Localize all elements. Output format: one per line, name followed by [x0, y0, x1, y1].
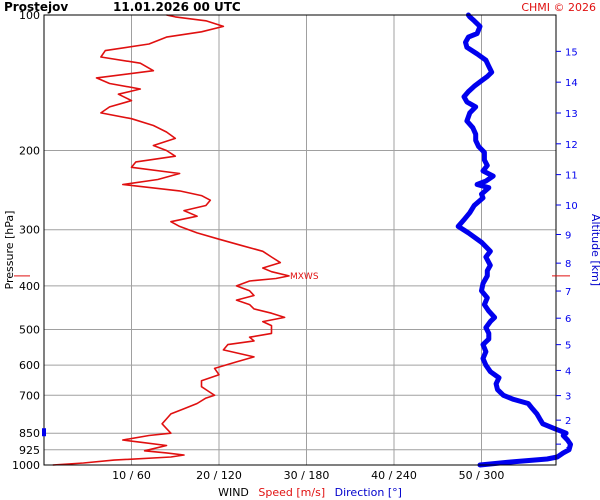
wind-tick-label: 10 / 60: [112, 469, 151, 482]
pressure-tick-label: 850: [19, 427, 40, 440]
altitude-tick-label: 3: [565, 392, 571, 403]
altitude-tick-label: 14: [565, 78, 578, 89]
altitude-tick-label: 2: [565, 416, 571, 427]
wind-tick-label: 30 / 180: [284, 469, 330, 482]
x-axis-title-speed: Speed [m/s]: [258, 486, 325, 499]
pressure-tick-label: 400: [19, 280, 40, 293]
altitude-tick-label: 15: [565, 47, 578, 58]
x-axis-title-direction: Direction [°]: [335, 486, 402, 499]
x-axis-title: WIND Speed [m/s] Direction [°]: [218, 486, 402, 499]
altitude-tick-label: 9: [565, 230, 571, 241]
altitude-tick-label: 6: [565, 314, 571, 325]
altitude-tick-label: 5: [565, 341, 571, 352]
wind-tick-label: 20 / 120: [196, 469, 242, 482]
direction-series-line: [455, 12, 573, 468]
chart-station-title: Prostejov: [4, 0, 68, 14]
y-axis-right-label: Altitude [km]: [589, 214, 600, 286]
station-level-marker: [42, 428, 46, 437]
y-axis-left-label: Pressure [hPa]: [3, 211, 16, 290]
pressure-tick-label: 925: [19, 444, 40, 457]
speed-series-line: [52, 14, 290, 466]
pressure-tick-label: 100: [19, 9, 40, 22]
altitude-tick-label: 11: [565, 171, 578, 182]
pressure-tick-label: 200: [19, 144, 40, 157]
pressure-tick-label: 1000: [12, 459, 40, 472]
altitude-tick-label: 8: [565, 259, 571, 270]
x-axis-title-wind: WIND: [218, 486, 249, 499]
altitude-tick-label: 4: [565, 366, 571, 377]
plot-frame: [43, 14, 557, 466]
credit-text: CHMI © 2026: [521, 1, 596, 14]
altitude-tick-label: 12: [565, 140, 578, 151]
wind-tick-label: 40 / 240: [371, 469, 417, 482]
chart-datetime-title: 11.01.2026 00 UTC: [113, 0, 241, 14]
pressure-tick-label: 500: [19, 324, 40, 337]
altitude-tick-label: 1: [565, 440, 571, 451]
altitude-tick-label: 7: [565, 287, 571, 298]
series-layer: [52, 12, 573, 468]
pressure-tick-label: 600: [19, 359, 40, 372]
pressure-tick-label: 300: [19, 224, 40, 237]
altitude-tick-label: 13: [565, 109, 578, 120]
wind-tick-label: 50 / 300: [459, 469, 505, 482]
mxws-annotation: MXWS: [290, 272, 319, 282]
pressure-tick-label: 700: [19, 389, 40, 402]
altitude-tick-label: 10: [565, 201, 578, 212]
